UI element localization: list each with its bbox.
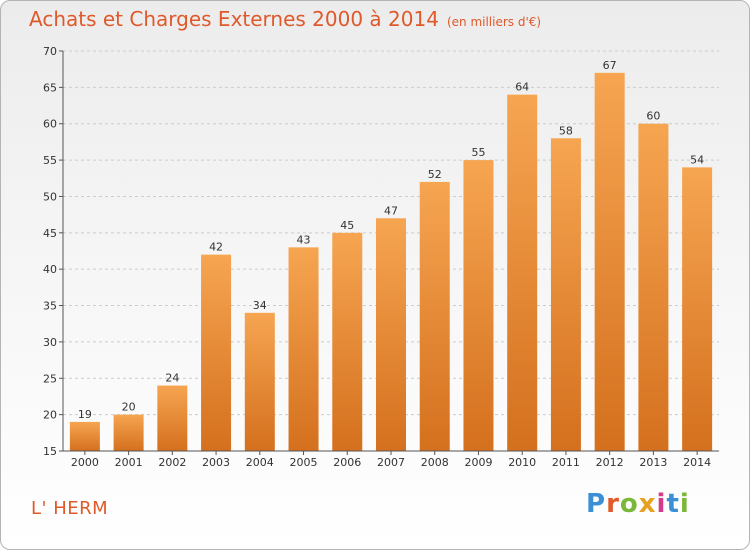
x-tick-label-2011: 2011 bbox=[552, 456, 580, 469]
data-label-2006: 45 bbox=[340, 219, 354, 232]
data-label-2011: 58 bbox=[559, 124, 573, 137]
bar-2014 bbox=[682, 167, 713, 451]
brand-letter: t bbox=[666, 489, 680, 519]
y-tick-label: 30 bbox=[43, 336, 57, 349]
x-tick-label-2009: 2009 bbox=[464, 456, 492, 469]
data-label-2009: 55 bbox=[471, 146, 485, 159]
bar-2010 bbox=[507, 94, 538, 452]
data-label-2004: 34 bbox=[253, 299, 267, 312]
brand-letter: P bbox=[586, 489, 607, 519]
x-tick-label-2006: 2006 bbox=[333, 456, 361, 469]
y-tick-label: 40 bbox=[43, 263, 57, 276]
data-label-2001: 20 bbox=[122, 401, 136, 414]
axes: 15 20 25 30 35 40 45 50 55 60 65 70 2000 2001 2002 2003… bbox=[43, 45, 719, 469]
x-tick-label-2004: 2004 bbox=[246, 456, 274, 469]
y-tick-label: 60 bbox=[43, 118, 57, 131]
y-tick-label: 55 bbox=[43, 154, 57, 167]
bar-2012 bbox=[594, 72, 625, 452]
data-label-2014: 54 bbox=[690, 153, 704, 166]
data-label-2010: 64 bbox=[515, 81, 529, 94]
y-tick-label: 65 bbox=[43, 81, 57, 94]
labels: 19 20 24 42 34 43 45 47 52 55 64 58 67 60 54 bbox=[78, 59, 704, 421]
bar-2009 bbox=[463, 160, 494, 451]
y-tick-label: 20 bbox=[43, 409, 57, 422]
x-tick-label-2003: 2003 bbox=[202, 456, 230, 469]
bar-2007 bbox=[376, 218, 406, 451]
x-tick-label-2013: 2013 bbox=[639, 456, 667, 469]
x-tick-label-2010: 2010 bbox=[508, 456, 536, 469]
data-label-2008: 52 bbox=[428, 168, 442, 181]
data-label-2007: 47 bbox=[384, 204, 398, 217]
x-tick-label-2012: 2012 bbox=[596, 456, 624, 469]
data-label-2005: 43 bbox=[297, 233, 311, 246]
data-label-2000: 19 bbox=[78, 408, 92, 421]
bar-2011 bbox=[550, 138, 581, 452]
y-tick-label: 15 bbox=[43, 445, 57, 458]
x-tick-label-2000: 2000 bbox=[71, 456, 99, 469]
bar-2001 bbox=[113, 414, 144, 451]
x-tick-label-2008: 2008 bbox=[421, 456, 449, 469]
x-tick-label-2001: 2001 bbox=[115, 456, 143, 469]
chart-unit: (en milliers d'€) bbox=[446, 15, 542, 29]
brand-letter: r bbox=[606, 489, 620, 519]
brand-letter: i bbox=[679, 489, 690, 519]
x-tick-label-2014: 2014 bbox=[683, 456, 711, 469]
y-tick-label: 70 bbox=[43, 45, 57, 58]
y-tick-label: 35 bbox=[43, 300, 57, 313]
bars bbox=[69, 72, 713, 452]
y-tick-label: 50 bbox=[43, 190, 57, 203]
data-label-2003: 42 bbox=[209, 241, 223, 254]
x-tick-label-2002: 2002 bbox=[158, 456, 186, 469]
y-tick-label: 25 bbox=[43, 372, 57, 385]
bar-2008 bbox=[419, 181, 450, 451]
bar-2005 bbox=[288, 247, 319, 451]
bar-2004 bbox=[244, 312, 275, 451]
bar-2000 bbox=[69, 421, 100, 451]
data-label-2013: 60 bbox=[646, 110, 660, 123]
y-tick-label: 45 bbox=[43, 227, 57, 240]
bar-2013 bbox=[638, 123, 669, 452]
bar-2002 bbox=[157, 385, 188, 451]
bar-2006 bbox=[332, 232, 363, 451]
proxiti-logo: Proxiti bbox=[586, 489, 690, 519]
data-label-2012: 67 bbox=[603, 59, 617, 72]
bar-2003 bbox=[201, 254, 232, 451]
city-name: L' HERM bbox=[31, 498, 109, 519]
x-tick-label-2005: 2005 bbox=[290, 456, 318, 469]
x-tick-label-2007: 2007 bbox=[377, 456, 405, 469]
brand-letter: o bbox=[619, 489, 639, 519]
chart-title: Achats et Charges Externes 2000 à 2014 (e… bbox=[29, 7, 541, 31]
brand-letter: x bbox=[638, 489, 657, 519]
chart-title-text: Achats et Charges Externes 2000 à 2014 bbox=[29, 7, 439, 31]
brand-letter: i bbox=[656, 489, 667, 519]
data-label-2002: 24 bbox=[165, 372, 179, 385]
